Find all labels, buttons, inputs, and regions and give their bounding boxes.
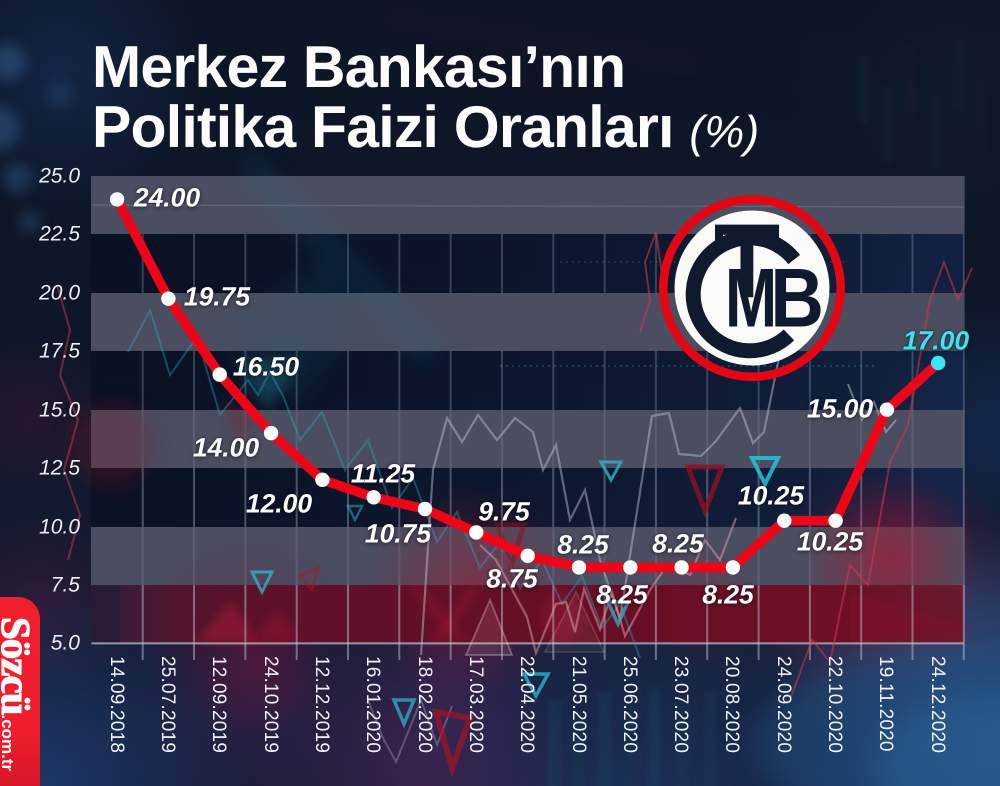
svg-text:B: B [770, 251, 824, 344]
svg-text:M: M [725, 251, 777, 345]
